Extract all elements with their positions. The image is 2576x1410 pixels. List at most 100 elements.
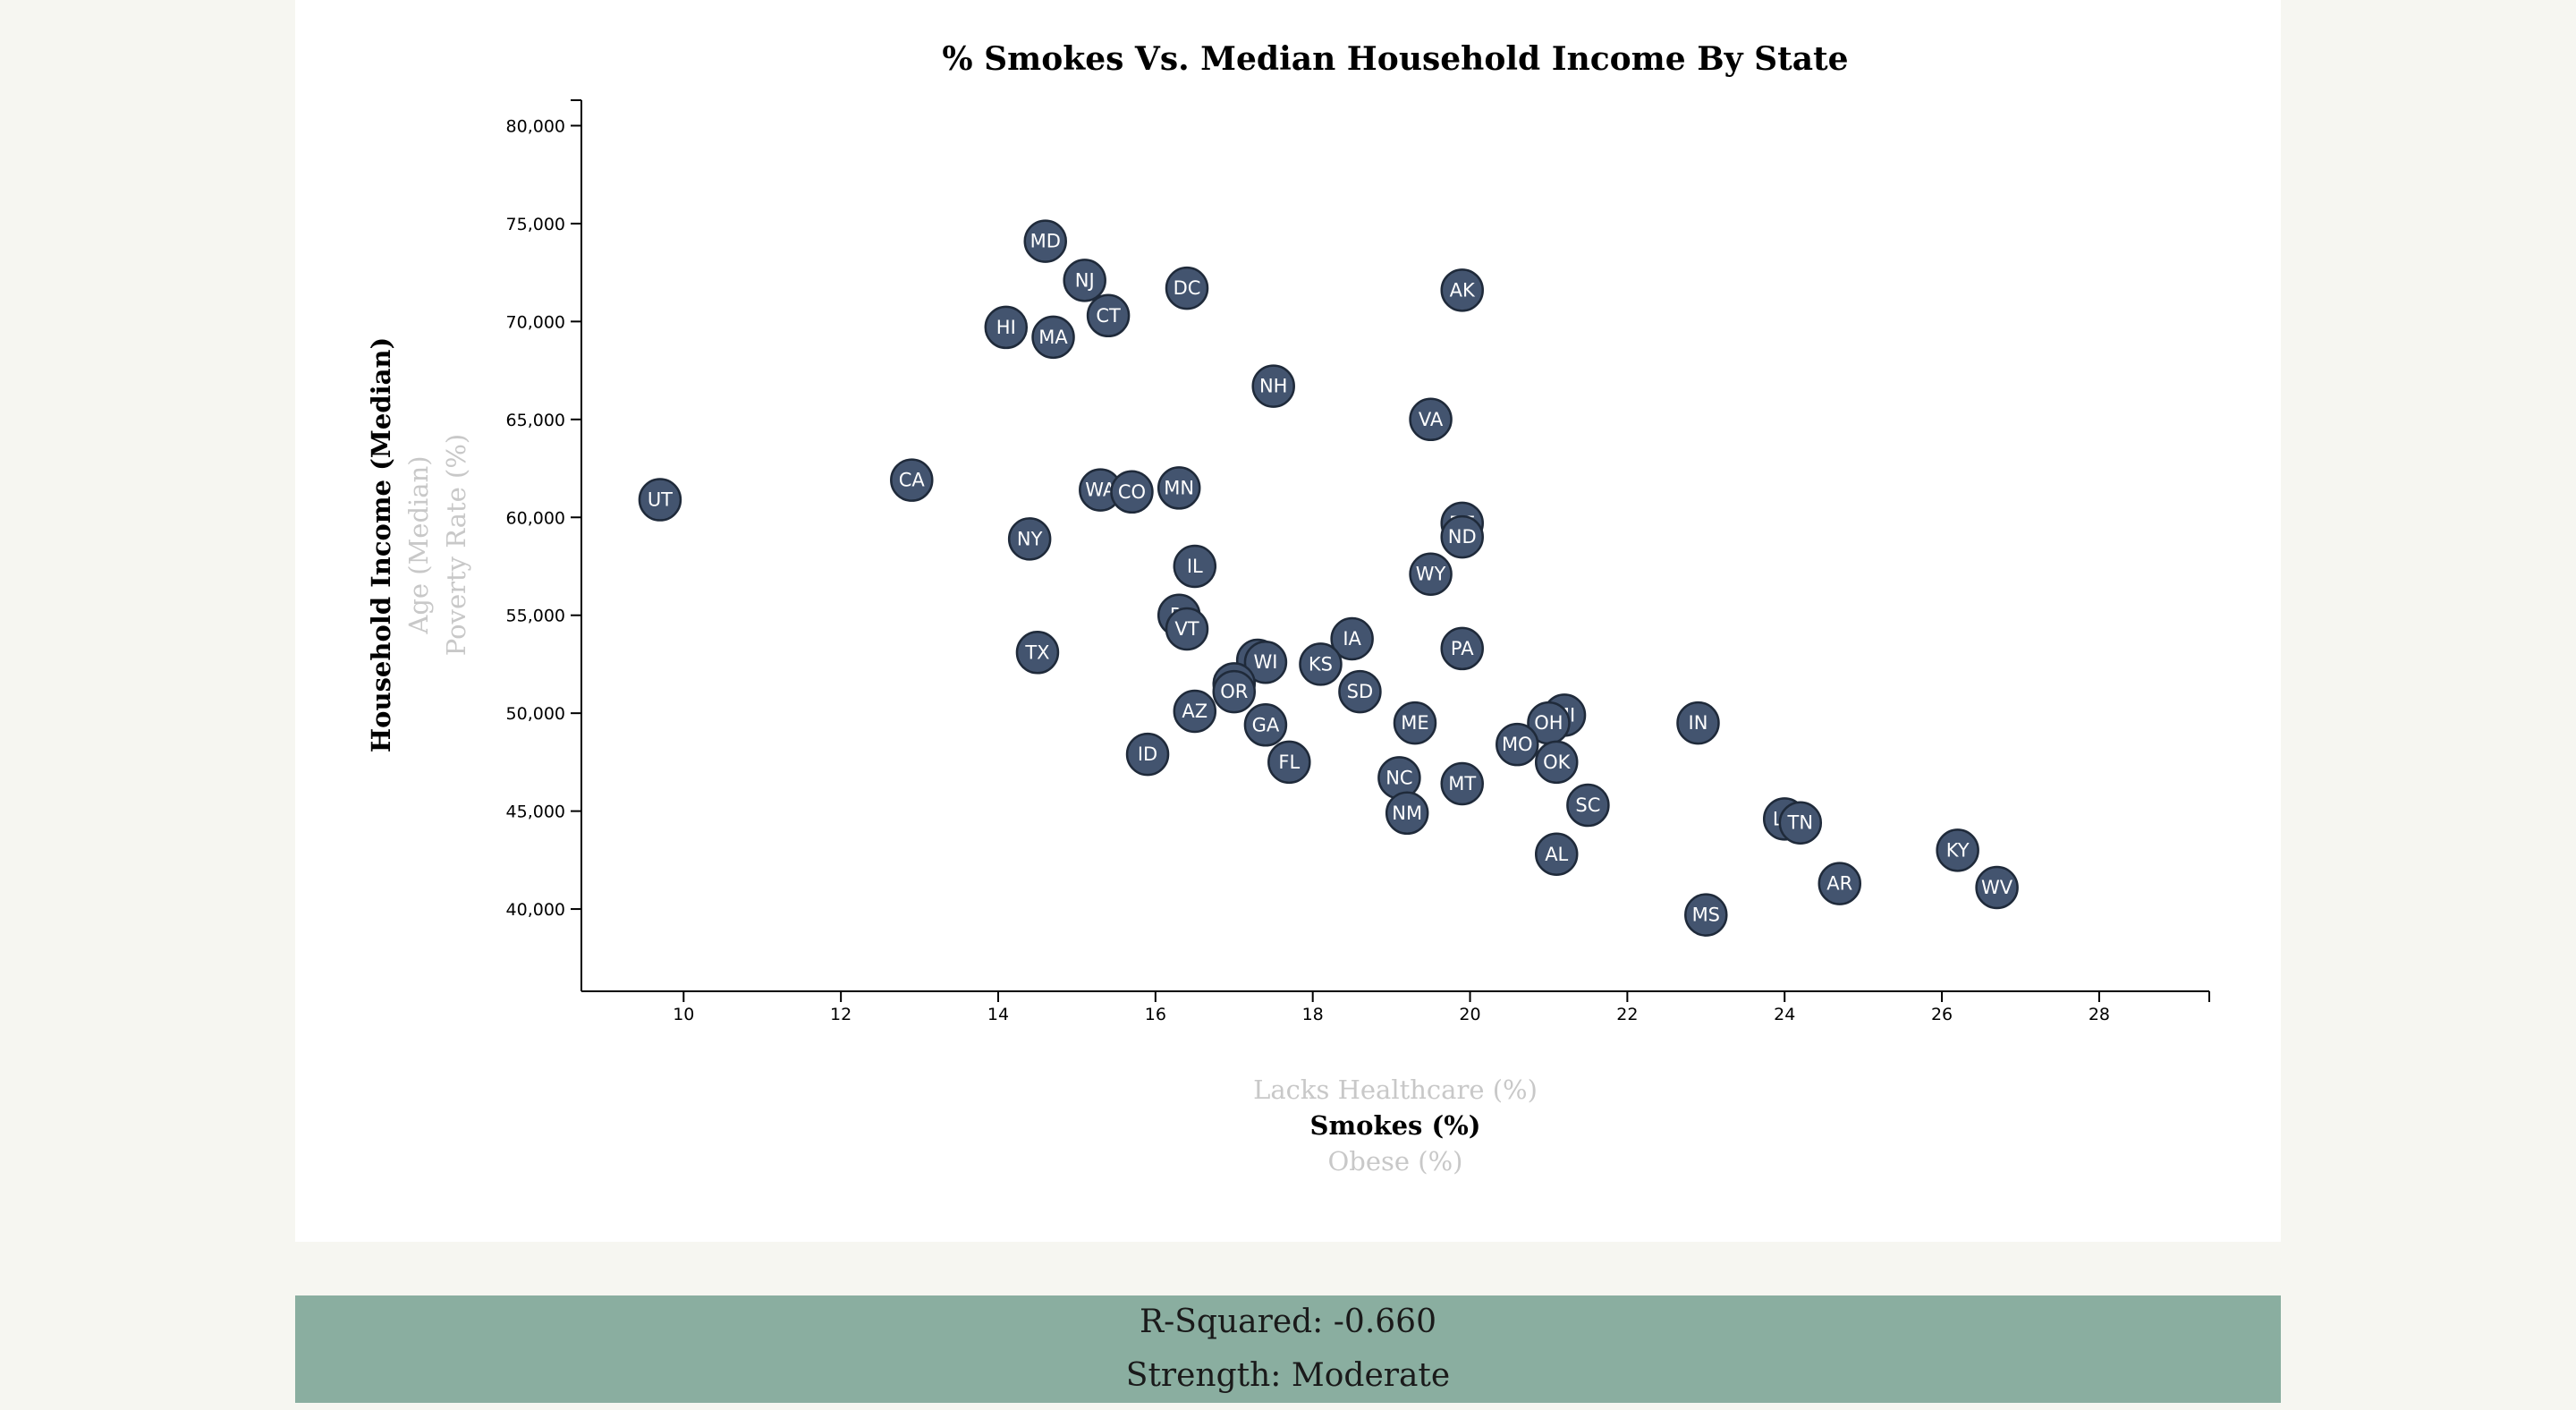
- state-point-sd[interactable]: SD: [1338, 669, 1382, 714]
- state-circle[interactable]: [1496, 722, 1539, 767]
- state-point-ct[interactable]: CT: [1086, 293, 1131, 338]
- state-point-mn[interactable]: MN: [1157, 466, 1201, 510]
- state-circle[interactable]: [1338, 669, 1382, 714]
- state-circle[interactable]: [1157, 466, 1201, 510]
- state-point-ut[interactable]: UT: [638, 478, 682, 522]
- state-circle[interactable]: [1023, 219, 1067, 263]
- state-circle[interactable]: [1165, 266, 1209, 310]
- state-point-nd[interactable]: ND: [1440, 514, 1484, 559]
- state-point-co[interactable]: CO: [1110, 470, 1154, 514]
- state-point-hi[interactable]: HI: [984, 305, 1029, 350]
- state-circle[interactable]: [1440, 626, 1484, 671]
- state-circle[interactable]: [1566, 783, 1610, 828]
- state-point-az[interactable]: AZ: [1173, 689, 1217, 734]
- state-label: IA: [1343, 628, 1361, 650]
- state-circle[interactable]: [1125, 732, 1170, 777]
- state-circle[interactable]: [1251, 364, 1295, 408]
- state-circle[interactable]: [1243, 640, 1288, 684]
- state-circle[interactable]: [1063, 259, 1106, 302]
- state-point-pa[interactable]: PA: [1440, 626, 1484, 671]
- state-circle[interactable]: [1165, 607, 1209, 651]
- state-circle[interactable]: [1031, 315, 1075, 360]
- state-circle[interactable]: [1267, 740, 1311, 785]
- chart-panel: % Smokes Vs. Median Household Income By …: [295, 0, 2281, 1242]
- state-label: MN: [1164, 477, 1194, 498]
- state-point-ak[interactable]: AK: [1440, 268, 1484, 312]
- state-point-wi[interactable]: WI: [1243, 640, 1288, 684]
- state-circle[interactable]: [1534, 740, 1579, 785]
- state-circle[interactable]: [1243, 703, 1288, 747]
- state-circle[interactable]: [1086, 293, 1131, 338]
- y-axis-option-income[interactable]: Household Income (Median): [366, 337, 396, 752]
- state-point-or[interactable]: OR: [1212, 669, 1257, 714]
- state-circle[interactable]: [1975, 865, 2019, 910]
- state-label: MD: [1030, 231, 1061, 252]
- state-circle[interactable]: [1936, 828, 1979, 872]
- state-point-vt[interactable]: VT: [1165, 607, 1209, 651]
- state-point-md[interactable]: MD: [1023, 219, 1067, 263]
- state-point-ca[interactable]: CA: [890, 458, 934, 502]
- state-circle[interactable]: [1778, 801, 1823, 845]
- state-circle[interactable]: [1173, 689, 1217, 734]
- state-point-ar[interactable]: AR: [1818, 862, 1862, 905]
- state-circle[interactable]: [1212, 669, 1257, 714]
- state-circle[interactable]: [1440, 268, 1484, 312]
- state-circle[interactable]: [890, 458, 934, 502]
- state-point-ny[interactable]: NY: [1007, 517, 1052, 561]
- state-point-tx[interactable]: TX: [1015, 631, 1060, 675]
- state-circle[interactable]: [1440, 514, 1484, 559]
- x-tick-label: 20: [1459, 1005, 1480, 1024]
- state-point-va[interactable]: VA: [1409, 397, 1453, 442]
- state-point-id[interactable]: ID: [1125, 732, 1170, 777]
- state-point-mt[interactable]: MT: [1440, 761, 1484, 806]
- state-circle[interactable]: [1393, 701, 1437, 745]
- state-point-nm[interactable]: NM: [1385, 791, 1429, 836]
- y-axis-option-age[interactable]: Age (Median): [403, 455, 434, 634]
- state-point-ma[interactable]: MA: [1031, 315, 1075, 360]
- state-point-wa[interactable]: WA: [1079, 468, 1123, 512]
- state-circle[interactable]: [1015, 631, 1060, 675]
- state-label: MA: [1038, 327, 1068, 348]
- state-circle[interactable]: [1330, 616, 1374, 661]
- state-circle[interactable]: [1409, 552, 1453, 596]
- x-axis-option-healthcare[interactable]: Lacks Healthcare (%): [1253, 1074, 1538, 1105]
- state-point-nc[interactable]: NC: [1377, 756, 1421, 800]
- x-axis-option-smokes[interactable]: Smokes (%): [1310, 1110, 1481, 1141]
- state-point-tn[interactable]: TN: [1778, 801, 1823, 845]
- state-circle[interactable]: [1299, 642, 1343, 686]
- state-circle[interactable]: [638, 478, 682, 522]
- chart-axes: [571, 99, 2210, 1002]
- state-point-me[interactable]: ME: [1393, 701, 1437, 745]
- state-point-fl[interactable]: FL: [1267, 740, 1311, 785]
- y-axis-option-poverty[interactable]: Poverty Rate (%): [441, 434, 471, 656]
- x-axis-option-obese[interactable]: Obese (%): [1328, 1146, 1463, 1176]
- state-point-ia[interactable]: IA: [1330, 616, 1374, 661]
- state-circle[interactable]: [1676, 701, 1720, 745]
- state-point-ms[interactable]: MS: [1684, 893, 1728, 937]
- state-point-il[interactable]: IL: [1173, 544, 1217, 589]
- state-circle[interactable]: [1534, 832, 1579, 877]
- state-point-ky[interactable]: KY: [1936, 828, 1979, 872]
- state-point-ok[interactable]: OK: [1534, 740, 1579, 785]
- state-circle[interactable]: [1385, 791, 1429, 836]
- state-circle[interactable]: [1173, 544, 1217, 589]
- state-point-wv[interactable]: WV: [1975, 865, 2019, 910]
- state-circle[interactable]: [984, 305, 1029, 350]
- state-point-ga[interactable]: GA: [1243, 703, 1288, 747]
- state-point-al[interactable]: AL: [1534, 832, 1579, 877]
- state-point-dc[interactable]: DC: [1165, 266, 1209, 310]
- state-circle[interactable]: [1110, 470, 1154, 514]
- state-point-ks[interactable]: KS: [1299, 642, 1343, 686]
- y-tick-label: 80,000: [506, 116, 565, 136]
- state-point-nj[interactable]: NJ: [1063, 259, 1106, 302]
- state-point-nh[interactable]: NH: [1251, 364, 1295, 408]
- state-circle[interactable]: [1684, 893, 1728, 937]
- state-point-mo[interactable]: MO: [1496, 722, 1539, 767]
- state-point-sc[interactable]: SC: [1566, 783, 1610, 828]
- state-circle[interactable]: [1007, 517, 1052, 561]
- state-circle[interactable]: [1818, 862, 1862, 905]
- state-point-in[interactable]: IN: [1676, 701, 1720, 745]
- state-point-wy[interactable]: WY: [1409, 552, 1453, 596]
- state-circle[interactable]: [1409, 397, 1453, 442]
- state-circle[interactable]: [1440, 761, 1484, 806]
